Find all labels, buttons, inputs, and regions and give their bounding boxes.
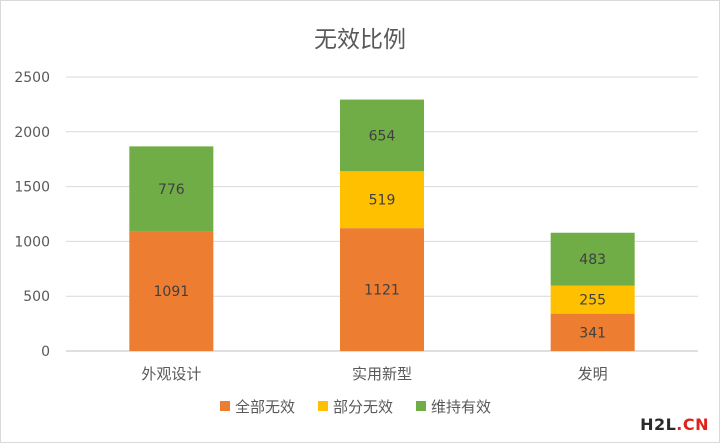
bar-segment xyxy=(129,146,214,232)
data-label: 1121 xyxy=(364,283,400,299)
data-label: 1091 xyxy=(154,284,190,300)
x-tick-label: 外观设计 xyxy=(141,365,201,383)
bar-segment xyxy=(550,232,635,286)
watermark-part2: .CN xyxy=(676,415,709,434)
x-tick-label: 发明 xyxy=(578,365,608,383)
y-tick-label: 2500 xyxy=(14,70,50,86)
bar-segment xyxy=(340,171,424,229)
data-label: 654 xyxy=(369,128,396,144)
data-label: 483 xyxy=(579,252,606,268)
bar-segment xyxy=(550,285,635,314)
legend-swatch xyxy=(220,401,230,411)
y-tick-label: 1000 xyxy=(14,234,50,250)
legend-label: 全部无效 xyxy=(235,398,295,416)
watermark-part1: H2L xyxy=(640,415,677,434)
x-tick-label: 实用新型 xyxy=(352,365,412,383)
bar-segment xyxy=(340,99,424,172)
data-label: 776 xyxy=(158,182,185,198)
y-tick-label: 2000 xyxy=(14,125,50,141)
bar-segment xyxy=(129,231,214,351)
bar-segment xyxy=(340,228,424,351)
data-label: 519 xyxy=(369,193,396,209)
y-tick-label: 1500 xyxy=(14,180,50,196)
chart-title: 无效比例 xyxy=(314,27,406,53)
legend-swatch xyxy=(416,401,426,411)
data-label: 341 xyxy=(579,325,606,341)
legend-label: 维持有效 xyxy=(431,398,491,416)
site-watermark: H2L.CN xyxy=(640,415,709,434)
data-label: 255 xyxy=(579,293,606,309)
legend-swatch xyxy=(318,401,328,411)
y-tick-label: 0 xyxy=(41,344,50,360)
legend-label: 部分无效 xyxy=(333,398,393,416)
bar-segment xyxy=(550,313,635,351)
y-tick-label: 500 xyxy=(23,289,50,305)
